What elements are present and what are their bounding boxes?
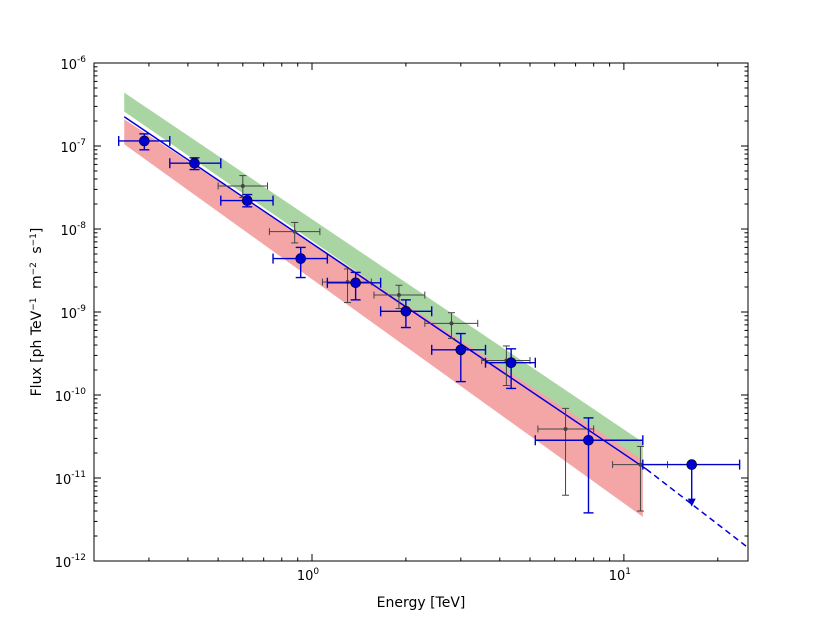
y-tick-label: 10-6: [60, 55, 86, 73]
fit-extrapolation: [645, 468, 749, 549]
data-marker: [295, 253, 307, 264]
x-axis-label: Energy [TeV]: [377, 595, 466, 611]
data-marker: [563, 426, 568, 431]
gray-point-7: [537, 407, 595, 496]
blue-point-8: [484, 348, 537, 390]
data-marker: [400, 305, 412, 317]
data-marker: [139, 135, 150, 147]
y-axis-label: Flux [ph TeV−1 m−2 s−1]: [29, 228, 45, 397]
green-band: [124, 92, 643, 469]
blue-point-2: [169, 157, 222, 171]
gray-point-4: [373, 284, 426, 310]
upper-limit-arrowhead: [687, 498, 696, 507]
y-tick-label: 10-9: [60, 304, 86, 322]
data-marker: [396, 293, 401, 298]
y-tick-label: 10-10: [55, 387, 87, 405]
gray-point-1: [217, 175, 269, 198]
gray-point-5: [424, 312, 479, 339]
blue-point-7: [431, 332, 487, 383]
y-tick-label: 10-7: [60, 138, 86, 156]
gray-point-2: [268, 221, 321, 244]
blue-point-10: [642, 459, 741, 507]
x-tick-label: 101: [609, 567, 631, 584]
y-tick-label: 10-11: [55, 470, 86, 488]
blue-point-6: [379, 299, 433, 329]
red-band: [124, 119, 643, 517]
blue-point-5: [326, 271, 382, 301]
data-marker: [292, 229, 297, 234]
data-marker: [638, 462, 643, 467]
blue-point-3: [220, 193, 274, 208]
data-marker: [189, 157, 200, 169]
y-tick-label: 10-12: [55, 553, 86, 571]
data-marker: [240, 183, 245, 188]
fit-line: [123, 116, 647, 470]
x-tick-label: 100: [297, 567, 320, 584]
data-marker: [241, 195, 253, 206]
gray-point-3: [321, 268, 372, 304]
data-marker: [350, 277, 361, 289]
y-tick-label: 10-8: [60, 221, 86, 239]
data-marker: [583, 434, 594, 446]
blue-point-1: [117, 133, 171, 151]
data-marker: [449, 321, 454, 326]
blue-point-9: [534, 417, 644, 514]
blue-point-4: [272, 246, 329, 279]
data-marker: [686, 459, 698, 470]
axis-ticks: 100 101 10-12 10-11 10-10 10-9 10-8 10-7 10-6: [55, 55, 748, 584]
plot-content: [117, 92, 749, 549]
data-marker: [505, 357, 517, 368]
data-marker: [455, 344, 467, 356]
